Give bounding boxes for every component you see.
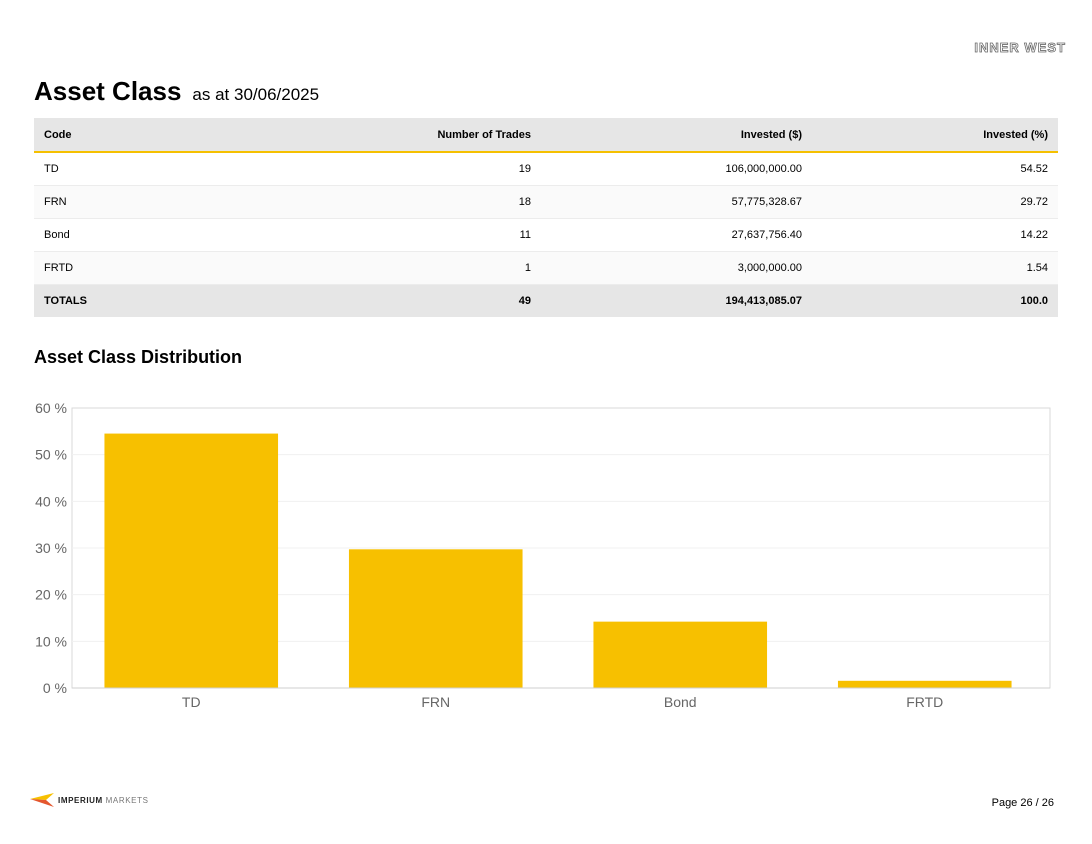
column-header-invested: Invested ($) [541,118,812,153]
column-header-trades: Number of Trades [214,118,541,153]
cell-invested: 57,775,328.67 [541,185,812,219]
y-tick-label: 60 % [35,400,67,416]
footer-logo-text: IMPERIUM MARKETS [58,796,149,805]
y-tick-label: 50 % [35,447,67,463]
cell-pct: 1.54 [812,251,1058,285]
x-tick-label: FRTD [906,694,943,710]
cell-code: Bond [34,218,214,252]
y-tick-label: 0 % [43,680,67,696]
page-title: Asset Class [34,76,182,106]
cell-code: FRN [34,185,214,219]
column-header-code: Code [34,118,214,153]
cell-trades: 11 [214,218,541,252]
y-tick-label: 20 % [35,587,67,603]
y-tick-label: 30 % [35,540,67,556]
table-row: TD 19 106,000,000.00 54.52 [34,152,1058,186]
bar-frn [348,549,523,688]
cell-code: FRTD [34,251,214,285]
bar-td [104,433,279,688]
cell-code: TD [34,152,214,186]
asset-class-table: Code Number of Trades Invested ($) Inves… [34,118,1058,317]
x-tick-label: Bond [664,694,697,710]
y-tick-label: 40 % [35,493,67,509]
cell-pct: 29.72 [812,185,1058,219]
section-title: Asset Class Distribution [34,347,243,367]
column-header-invested-pct: Invested (%) [812,118,1058,153]
totals-pct: 100.0 [812,284,1058,317]
cell-trades: 19 [214,152,541,186]
totals-trades: 49 [214,284,541,317]
page-subtitle: as at 30/06/2025 [192,85,320,104]
cell-pct: 54.52 [812,152,1058,186]
table-row: Bond 11 27,637,756.40 14.22 [34,218,1058,252]
logo-bold-text: IMPERIUM [58,795,103,805]
x-tick-label: FRN [421,694,450,710]
cell-trades: 18 [214,185,541,219]
footer-logo: IMPERIUM MARKETS [30,793,149,807]
totals-row: TOTALS 49 194,413,085.07 100.0 [34,284,1058,317]
table-row: FRN 18 57,775,328.67 29.72 [34,185,1058,219]
table-row: FRTD 1 3,000,000.00 1.54 [34,251,1058,285]
y-tick-label: 10 % [35,633,67,649]
cell-pct: 14.22 [812,218,1058,252]
cell-invested: 3,000,000.00 [541,251,812,285]
cell-trades: 1 [214,251,541,285]
page-title-row: Asset Class as at 30/06/2025 [34,76,319,107]
totals-invested: 194,413,085.07 [541,284,812,317]
totals-label: TOTALS [34,284,214,317]
cell-invested: 106,000,000.00 [541,152,812,186]
page-number: Page 26 / 26 [991,797,1054,809]
cell-invested: 27,637,756.40 [541,218,812,252]
imperium-logo-icon [30,793,54,807]
bar-frtd [837,680,1012,688]
bar-bond [593,621,768,688]
asset-class-bar-chart: 0 % 10 % 20 % 30 % 40 % 50 % 60 % TD FRN Bond FRTD [35,400,1051,710]
brand-wordmark: INNER WEST [974,40,1066,56]
logo-light-text: MARKETS [105,795,149,805]
table-header-row: Code Number of Trades Invested ($) Inves… [34,118,1058,153]
x-tick-label: TD [182,694,201,710]
